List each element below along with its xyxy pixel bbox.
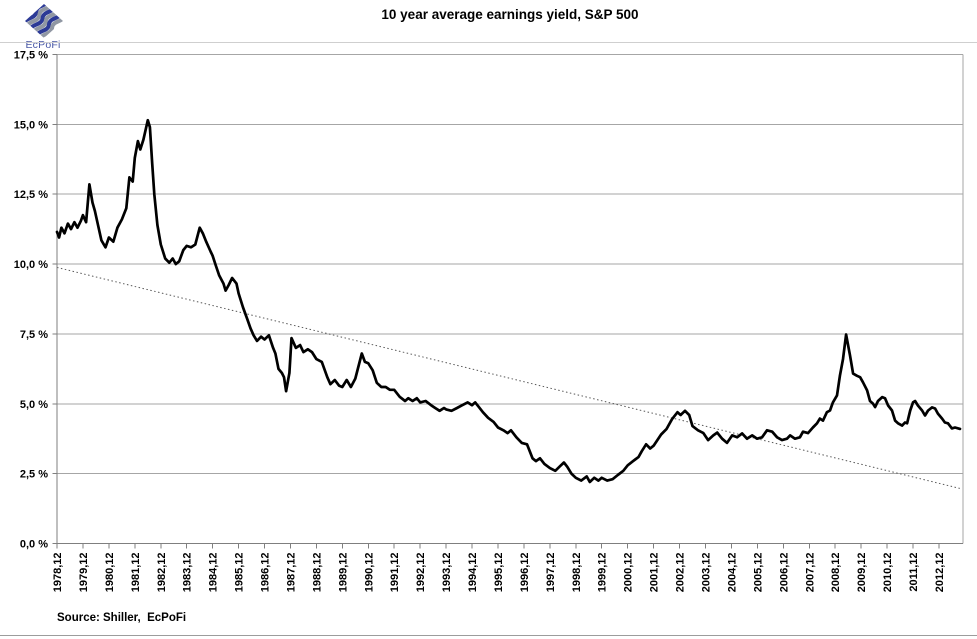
x-tick-label: 2008,12 (830, 553, 842, 593)
x-tick-label: 1994,12 (467, 553, 479, 593)
x-tick-label: 1980,12 (104, 553, 116, 593)
x-tick-label: 1991,12 (389, 553, 401, 593)
x-tick-label: 2000,12 (623, 553, 635, 593)
ecpofi-logo-text: EcPoFi (25, 39, 61, 51)
x-tick-label: 2004,12 (726, 553, 738, 593)
x-tick-label: 2006,12 (778, 553, 790, 593)
x-tick-label: 1987,12 (285, 553, 297, 593)
x-tick-label: 1982,12 (156, 553, 168, 593)
x-tick-label: 1993,12 (441, 553, 453, 593)
x-tick-label: 1995,12 (493, 553, 505, 593)
ecpofi-logo-icon (25, 4, 63, 38)
x-tick-label: 1999,12 (597, 553, 609, 593)
x-tick-label: 1979,12 (78, 553, 90, 593)
earnings-yield-line (55, 118, 962, 484)
x-tick-label: 2011,12 (908, 553, 920, 592)
x-tick-label: 2001,12 (649, 553, 661, 593)
x-tick-label: 2005,12 (752, 553, 764, 593)
x-tick-label: 1984,12 (208, 553, 220, 593)
x-tick-label: 1996,12 (519, 553, 531, 593)
footer-divider (0, 635, 977, 636)
x-tick-label: 1992,12 (415, 553, 427, 593)
y-tick-label: 10,0 % (14, 259, 48, 271)
ecpofi-logo (23, 3, 65, 53)
x-tick-label: 2002,12 (675, 553, 687, 593)
x-tick-label: 1981,12 (130, 553, 142, 593)
x-tick-label: 2010,12 (882, 553, 894, 593)
x-tick-label: 1978,12 (52, 553, 64, 593)
logo-stripe (25, 4, 52, 28)
x-tick-label: 2007,12 (804, 553, 816, 593)
source-text: Source: Shiller, EcPoFi (57, 612, 187, 624)
x-tick-label: 1986,12 (260, 553, 272, 593)
x-tick-label: 1990,12 (363, 553, 375, 593)
x-tick-label: 2009,12 (856, 553, 868, 593)
y-tick-label: 12,5 % (14, 189, 48, 201)
y-tick-label: 7,5 % (20, 329, 48, 341)
chart-title: 10 year average earnings yield, S&P 500 (381, 7, 639, 22)
x-tick-label: 1988,12 (311, 553, 323, 593)
x-tick-label: 1989,12 (337, 553, 349, 593)
x-tick-label: 2003,12 (701, 553, 713, 593)
x-tick-label: 1998,12 (571, 553, 583, 593)
y-tick-label: 5,0 % (20, 399, 48, 411)
x-tick-label: 2012,12 (934, 553, 946, 593)
trendline (56, 266, 961, 489)
x-tick-label: 1983,12 (182, 553, 194, 593)
y-tick-label: 2,5 % (20, 469, 48, 481)
y-tick-label: 15,0 % (14, 119, 48, 131)
x-tick-label: 1985,12 (234, 553, 246, 593)
y-tick-label: 0,0 % (20, 539, 48, 551)
header-divider (0, 42, 977, 43)
x-tick-label: 1997,12 (545, 553, 557, 593)
y-tick-label: 17,5 % (14, 50, 48, 62)
